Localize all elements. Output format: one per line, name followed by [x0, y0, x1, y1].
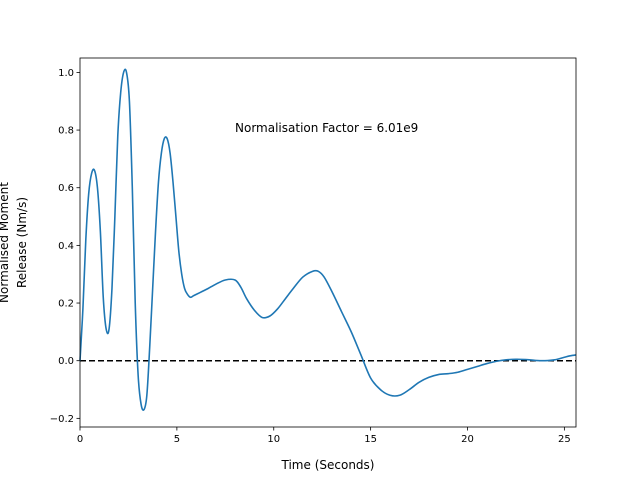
y-tick-label: −0.2	[50, 414, 74, 425]
annotation-text: Normalisation Factor = 6.01e9	[235, 121, 418, 135]
y-tick-label: 0.6	[58, 183, 74, 194]
y-tick-label: 0.2	[58, 299, 74, 310]
y-tick-label: 0.8	[58, 126, 74, 137]
x-tick-label: 0	[77, 434, 83, 445]
plot-frame	[79, 57, 577, 428]
x-tick-label: 5	[174, 434, 180, 445]
plot-area	[80, 58, 576, 427]
series-line	[79, 68, 577, 412]
y-tick-label: 0.0	[58, 356, 74, 367]
series-layer	[79, 68, 577, 412]
y-tick-label: 0.4	[58, 241, 74, 252]
x-tick-label: 15	[364, 434, 377, 445]
x-tick-label: 25	[558, 434, 571, 445]
y-axis-label-line-1: Normalised Moment	[0, 182, 11, 303]
x-tick-label: 10	[267, 434, 280, 445]
y-tick-label: 1.0	[58, 68, 74, 79]
x-tick-label: 20	[461, 434, 474, 445]
y-axis-label-line-2: Release (Nm/s)	[15, 197, 29, 288]
x-axis-ticks: 0 5 10 15 20 25	[77, 427, 571, 445]
y-axis-label: Normalised Moment Release (Nm/s)	[0, 182, 29, 303]
y-axis-ticks: −0.2 0.0 0.2 0.4 0.6 0.8 1.0	[50, 68, 80, 425]
x-axis-label: Time (Seconds)	[281, 458, 375, 472]
